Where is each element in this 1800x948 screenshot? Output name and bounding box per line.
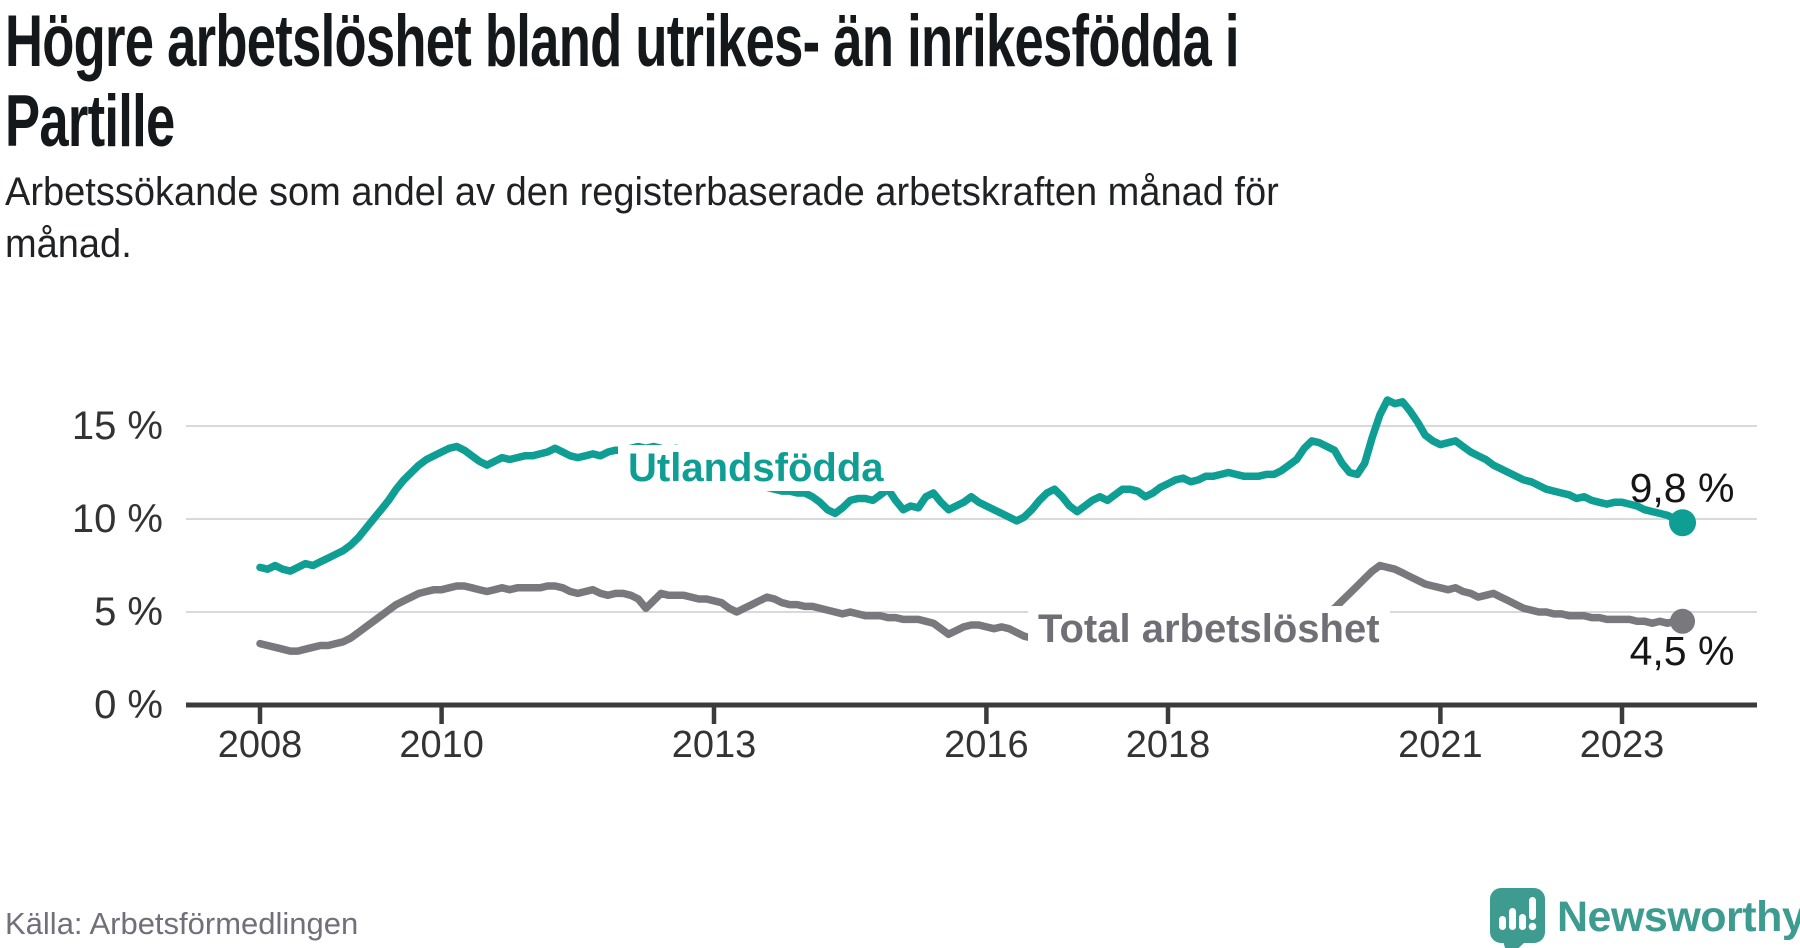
x-axis — [186, 702, 1757, 724]
data-lines — [256, 396, 1687, 655]
gridlines — [186, 425, 1757, 613]
brand-wordmark: Newsworthy — [1557, 893, 1800, 941]
page-title: Högre arbetslöshet bland utrikes- än inr… — [5, 1, 1239, 162]
end-value-label-total: 4,5 % — [1629, 628, 1735, 674]
x-tick-label: 2016 — [944, 724, 1029, 766]
end-value-label-utlandsfodda: 9,8 % — [1629, 465, 1735, 511]
x-tick-label: 2008 — [217, 724, 303, 766]
x-tick-label: 2021 — [1398, 724, 1483, 766]
line-total — [256, 561, 1687, 655]
line-utlandsfodda — [256, 396, 1687, 575]
y-tick-label: 10 % — [71, 497, 163, 541]
x-tick-label: 2010 — [399, 724, 484, 766]
newsworthy-brand: Newsworthy — [1490, 884, 1800, 948]
end-dot-total — [1670, 608, 1696, 634]
x-tick-label: 2018 — [1125, 724, 1211, 766]
end-dot-utlandsfodda — [1669, 509, 1697, 537]
source-attribution: Källa: Arbetsförmedlingen — [5, 906, 359, 941]
y-tick-label: 0 % — [94, 683, 163, 727]
y-tick-label: 5 % — [94, 590, 163, 634]
x-tick-label: 2013 — [671, 724, 757, 766]
newsworthy-logo-icon — [1490, 888, 1545, 948]
y-tick-label: 15 % — [71, 404, 163, 448]
series-label-utlandsfodda: Utlandsfödda — [618, 445, 894, 491]
page-subtitle: Arbetssökande som andel av den registerb… — [5, 170, 1279, 266]
end-point-dots — [1669, 509, 1697, 634]
x-tick-label: 2023 — [1579, 724, 1665, 766]
series-label-total-arbetsloshet: Total arbetslöshet — [1028, 606, 1390, 652]
